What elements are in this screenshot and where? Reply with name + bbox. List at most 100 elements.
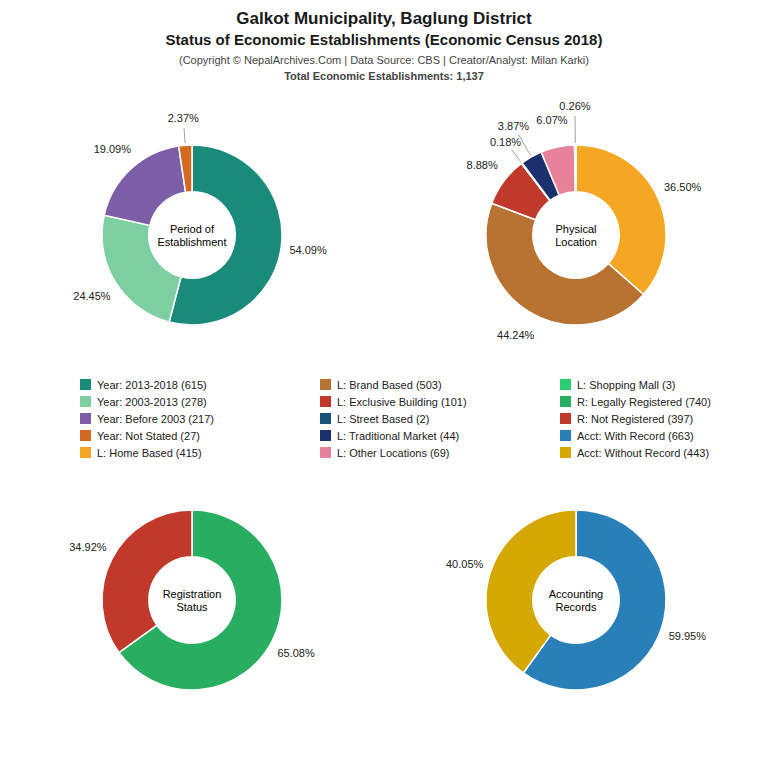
legend-swatch [560, 430, 571, 441]
legend-swatch [560, 447, 571, 458]
background [0, 0, 768, 768]
legend-swatch [80, 379, 91, 390]
legend-label: L: Shopping Mall (3) [577, 379, 675, 391]
legend-swatch [320, 430, 331, 441]
titles: Galkot Municipality, Baglung District Sta… [166, 9, 603, 82]
data-label: 19.09% [94, 143, 132, 155]
donut-slice [102, 510, 192, 653]
legend-item: L: Exclusive Building (101) [320, 396, 467, 408]
center-label: AccountingRecords [549, 588, 603, 613]
donut-slice [575, 145, 576, 192]
data-labels: 59.95% 40.05% [446, 558, 706, 642]
legend-item: L: Other Locations (69) [320, 447, 450, 459]
leader-line [184, 128, 185, 143]
legend-swatch [320, 413, 331, 424]
chart-root: Galkot Municipality, Baglung District Sta… [0, 0, 768, 768]
legend-item: Year: 2013-2018 (615) [80, 379, 207, 391]
legend-label: L: Exclusive Building (101) [337, 396, 467, 408]
leader-line [518, 134, 530, 155]
legend-swatch [80, 413, 91, 424]
legend-label: Acct: With Record (663) [577, 430, 694, 442]
data-label: 0.26% [559, 100, 590, 112]
legend: Year: 2013-2018 (615) Year: 2003-2013 (27… [80, 379, 711, 459]
legend-swatch [80, 430, 91, 441]
donut-slice [104, 146, 185, 225]
legend-item: L: Home Based (415) [80, 447, 202, 459]
legend-label: R: Not Registered (397) [577, 413, 693, 425]
donut-chart: RegistrationStatus 65.08% 34.92% [69, 510, 315, 690]
legend-label: Year: 2013-2018 (615) [97, 379, 207, 391]
center-label: PhysicalLocation [555, 223, 597, 248]
donut-chart: PhysicalLocation36.50%44.24%8.88%0.18%3.… [467, 100, 702, 341]
leader-lines [512, 116, 576, 162]
center-label-line: Location [555, 236, 597, 248]
legend-swatch [560, 396, 571, 407]
donut-chart: Period ofEstablishment 54.09% 24.45% 19.09%… [73, 112, 327, 325]
legend-item: R: Not Registered (397) [560, 413, 693, 425]
data-labels: 65.08% 34.92% [69, 541, 315, 660]
legend-item: L: Street Based (2) [320, 413, 429, 425]
legend-swatch [80, 447, 91, 458]
legend-label: Year: Before 2003 (217) [97, 413, 214, 425]
data-label: 6.07% [536, 114, 567, 126]
legend-item: Year: Before 2003 (217) [80, 413, 214, 425]
center-label: Period ofEstablishment [157, 223, 226, 248]
data-labels: 54.09% 24.45% 19.09% 2.37% [73, 112, 327, 301]
data-label: 24.45% [73, 290, 111, 302]
center-label-line: Records [556, 601, 597, 613]
donut-slice [576, 145, 666, 295]
legend-label: L: Street Based (2) [337, 413, 429, 425]
data-label: 54.09% [289, 244, 327, 256]
legend-swatch [320, 447, 331, 458]
legend-item: Acct: With Record (663) [560, 430, 694, 442]
legend-item: Year: 2003-2013 (278) [80, 396, 207, 408]
legend-item: L: Traditional Market (44) [320, 430, 459, 442]
data-label: 3.87% [498, 120, 529, 132]
legend-swatch [320, 396, 331, 407]
title: Status of Economic Establishments (Econo… [166, 31, 603, 48]
center-label-line: Status [176, 601, 208, 613]
legend-label: Acct: Without Record (443) [577, 447, 709, 459]
leader-line [575, 116, 576, 143]
center-label: RegistrationStatus [163, 588, 222, 613]
center-label-line: Period of [170, 223, 215, 235]
center-label-line: Accounting [549, 588, 603, 600]
legend-label: Year: 2003-2013 (278) [97, 396, 207, 408]
data-label: 65.08% [277, 647, 315, 659]
donut-slice [486, 203, 644, 325]
legend-label: L: Home Based (415) [97, 447, 202, 459]
subtitle: Total Economic Establishments: 1,137 [284, 70, 484, 82]
legend-item: L: Shopping Mall (3) [560, 379, 675, 391]
legend-label: R: Legally Registered (740) [577, 396, 711, 408]
data-label: 8.88% [467, 159, 498, 171]
legend-label: L: Brand Based (503) [337, 379, 442, 391]
data-labels: 36.50%44.24%8.88%0.18%3.87%6.07%0.26% [467, 100, 702, 341]
data-label: 40.05% [446, 558, 484, 570]
title: Galkot Municipality, Baglung District [236, 9, 532, 28]
data-label: 34.92% [69, 541, 107, 553]
data-label: 44.24% [497, 329, 535, 341]
legend-item: R: Legally Registered (740) [560, 396, 711, 408]
legend-item: Acct: Without Record (443) [560, 447, 709, 459]
legend-swatch [560, 379, 571, 390]
legend-label: L: Traditional Market (44) [337, 430, 459, 442]
center-label-line: Physical [556, 223, 597, 235]
legend-item: L: Brand Based (503) [320, 379, 442, 391]
legend-swatch [80, 396, 91, 407]
donut-slice [541, 145, 575, 195]
legend-swatch [560, 413, 571, 424]
data-label: 2.37% [168, 112, 199, 124]
legend-label: L: Other Locations (69) [337, 447, 450, 459]
data-label: 59.95% [669, 630, 707, 642]
leader-lines [184, 128, 185, 143]
subtitle: (Copyright © NepalArchives.Com | Data So… [179, 54, 589, 66]
legend-label: Year: Not Stated (27) [97, 430, 200, 442]
data-label: 0.18% [490, 136, 521, 148]
center-label-line: Registration [163, 588, 222, 600]
donut-slice [179, 145, 192, 192]
leader-line [512, 150, 521, 162]
center-label-line: Establishment [157, 236, 226, 248]
legend-item: Year: Not Stated (27) [80, 430, 200, 442]
legend-swatch [320, 379, 331, 390]
donut-chart: AccountingRecords 59.95% 40.05% [446, 510, 706, 690]
